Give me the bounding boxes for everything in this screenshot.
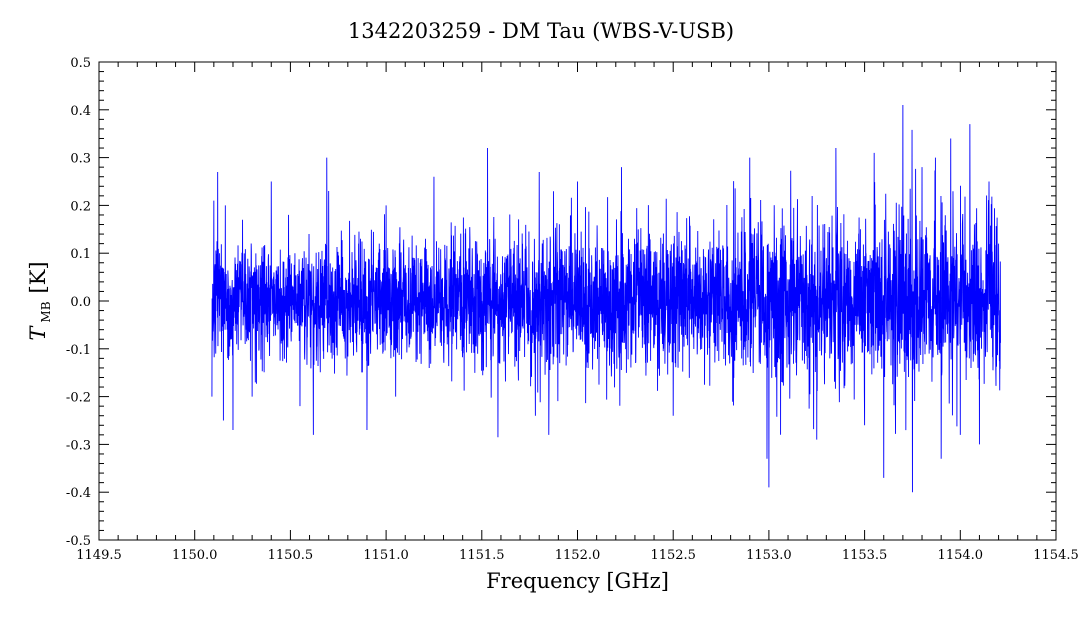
x-axis-label: Frequency [GHz] bbox=[486, 569, 669, 593]
x-tick-label: 1150.0 bbox=[172, 548, 218, 563]
y-tick-label: -0.1 bbox=[66, 343, 91, 358]
y-tick-label: -0.3 bbox=[66, 438, 91, 453]
y-axis-unit: [K] bbox=[26, 261, 50, 293]
x-tick-label: 1151.0 bbox=[363, 548, 409, 563]
y-tick-label: 0.5 bbox=[70, 56, 91, 71]
x-tick-label: 1149.5 bbox=[76, 548, 122, 563]
x-tick-label: 1153.0 bbox=[746, 548, 792, 563]
y-tick-label: 0.3 bbox=[70, 152, 91, 167]
x-tick-label: 1151.5 bbox=[459, 548, 505, 563]
y-tick-label: -0.5 bbox=[66, 534, 91, 549]
x-tick-label: 1154.5 bbox=[1033, 548, 1079, 563]
y-tick-label: -0.4 bbox=[66, 486, 91, 501]
y-tick-label: 0.0 bbox=[70, 295, 91, 310]
series-line bbox=[211, 105, 1001, 493]
x-tick-label: 1154.0 bbox=[938, 548, 984, 563]
ticks-layer bbox=[98, 61, 1057, 541]
x-tick-labels: 1149.5 1150.0 1150.5 1151.0 1151.5 1152.0 1152… bbox=[76, 548, 1079, 563]
chart-title: 1342203259 - DM Tau (WBS-V-USB) bbox=[348, 19, 734, 43]
x-tick-label: 1153.5 bbox=[842, 548, 888, 563]
y-tick-label: 0.2 bbox=[70, 199, 91, 214]
y-tick-label: -0.2 bbox=[66, 391, 91, 406]
y-tick-labels: -0.5 -0.4 -0.3 -0.2 -0.1 0.0 0.1 0.2 0.3 0.4 0.5 bbox=[66, 56, 91, 549]
x-tick-label: 1152.5 bbox=[650, 548, 696, 563]
y-tick-label: 0.1 bbox=[70, 247, 91, 262]
y-axis-symbol: T bbox=[26, 325, 50, 341]
x-tick-label: 1150.5 bbox=[268, 548, 314, 563]
series-layer bbox=[211, 105, 1001, 493]
y-tick-label: 0.4 bbox=[70, 104, 91, 119]
y-axis-subscript: MB bbox=[39, 301, 53, 322]
x-tick-label: 1152.0 bbox=[555, 548, 601, 563]
y-axis-label: T MB [K] bbox=[26, 261, 54, 340]
